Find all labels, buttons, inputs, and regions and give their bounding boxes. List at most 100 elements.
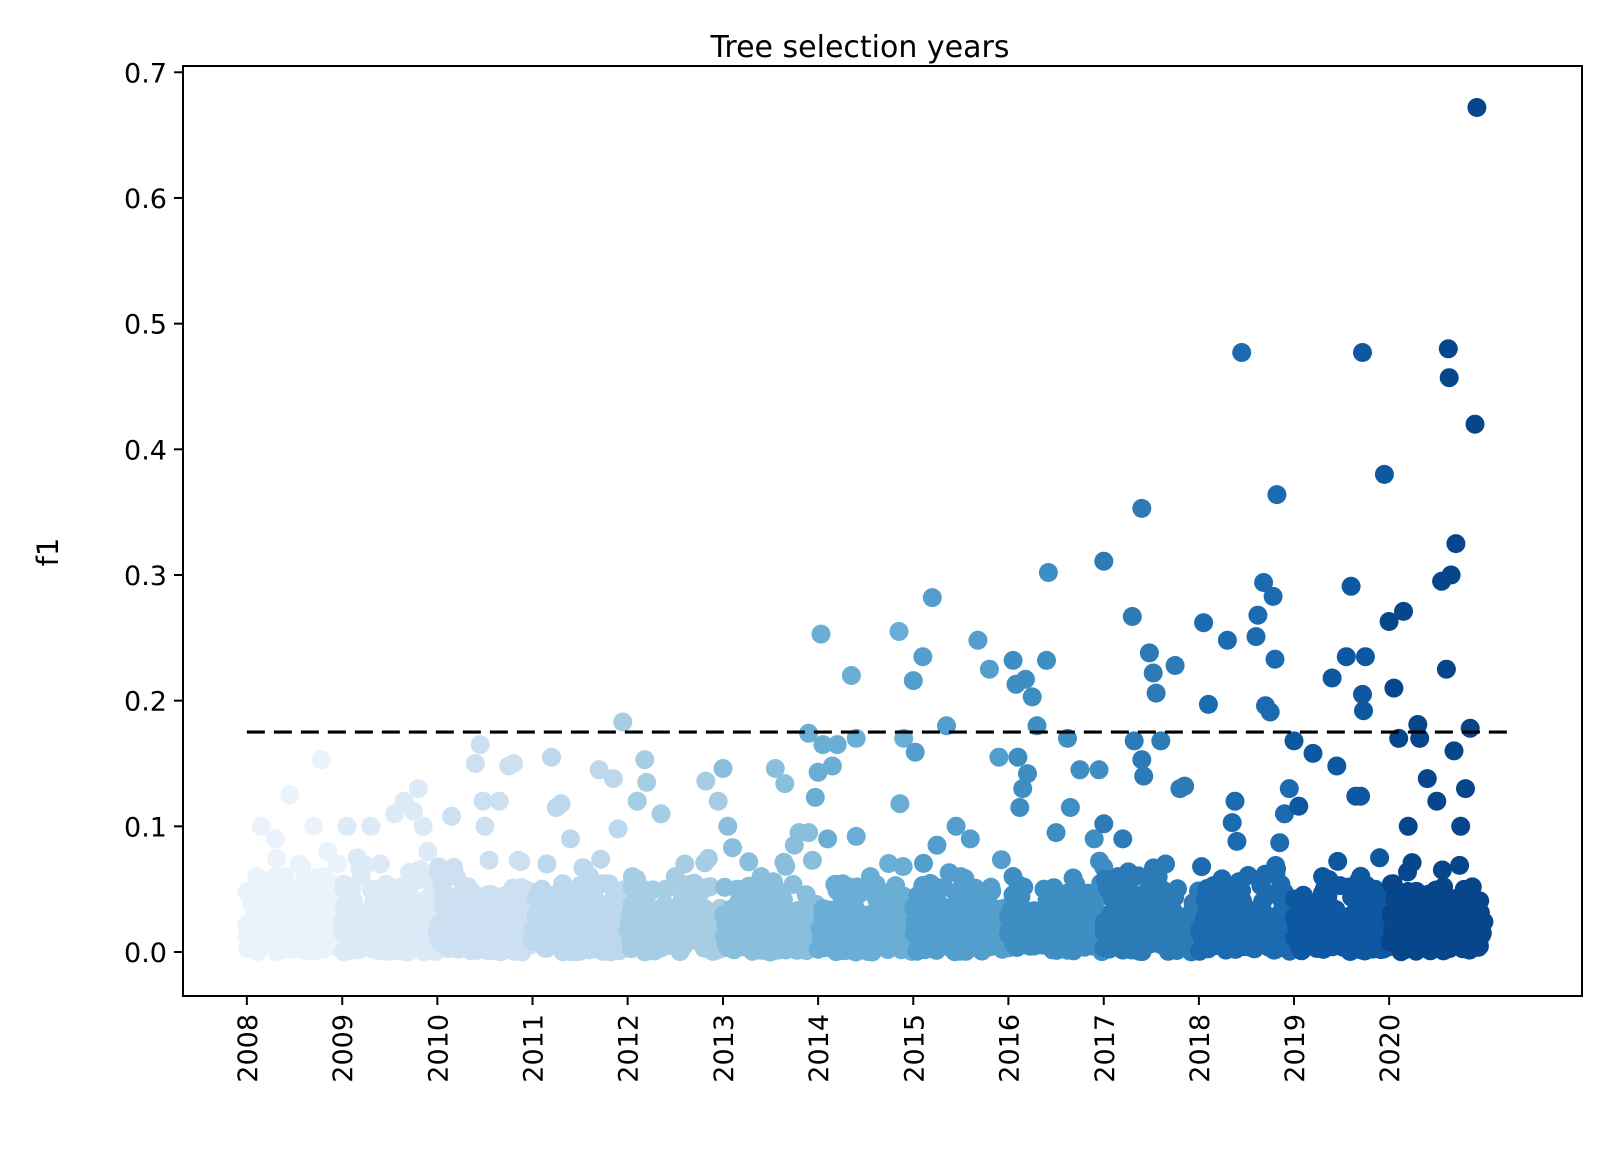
data-point <box>504 754 523 773</box>
base-point <box>267 848 287 868</box>
data-point <box>808 762 828 782</box>
data-point <box>1467 98 1487 117</box>
data-point <box>1379 612 1399 631</box>
data-point <box>1248 605 1268 625</box>
data-point <box>311 750 331 770</box>
base-point <box>505 910 525 930</box>
data-point <box>1198 694 1218 714</box>
base-point <box>1448 936 1468 956</box>
data-point <box>1417 769 1437 789</box>
series-2010 <box>428 735 542 962</box>
data-point <box>251 816 271 836</box>
data-point <box>266 867 285 887</box>
axes-layer: 0.0 0.1 0.2 0.3 0.4 0.5 0.6 0.7 2008 2009 2010 2011… <box>124 58 1583 1083</box>
data-point <box>266 829 285 849</box>
base-point <box>336 899 355 919</box>
data-point <box>589 760 609 780</box>
chart-title: Tree selection years <box>710 30 1010 65</box>
data-point <box>1122 607 1142 626</box>
plot-points <box>237 98 1494 962</box>
base-point <box>1350 913 1370 933</box>
data-point <box>442 806 462 826</box>
base-point <box>956 884 976 904</box>
y-tick-label: 0.3 <box>124 561 167 592</box>
base-point <box>1330 876 1350 896</box>
data-point <box>1465 414 1485 434</box>
data-point <box>473 791 493 811</box>
data-point <box>890 794 910 814</box>
data-point <box>404 801 424 821</box>
base-point <box>1361 932 1381 952</box>
data-point <box>1222 813 1242 833</box>
data-point <box>1132 498 1152 518</box>
data-point <box>979 659 999 679</box>
base-point <box>1024 936 1044 956</box>
data-point <box>1270 833 1290 853</box>
base-point <box>1255 864 1275 884</box>
data-point <box>370 854 390 874</box>
base-point <box>473 931 493 951</box>
base-point <box>674 906 694 926</box>
data-point <box>1263 586 1283 606</box>
data-point <box>1146 683 1166 703</box>
data-point <box>1398 816 1418 836</box>
base-point <box>504 941 524 961</box>
data-point <box>841 666 861 685</box>
data-point <box>751 867 771 887</box>
data-point <box>366 904 385 924</box>
data-point <box>627 791 647 811</box>
data-point <box>494 898 514 918</box>
base-point <box>931 910 951 930</box>
data-point <box>805 787 825 807</box>
data-point <box>1370 848 1390 868</box>
data-point <box>1084 829 1104 849</box>
data-point <box>822 756 842 776</box>
base-point <box>1244 919 1264 938</box>
base-point <box>1034 879 1054 899</box>
base-point <box>1074 937 1094 957</box>
base-point <box>437 885 457 905</box>
base-point <box>1081 885 1101 905</box>
base-point <box>1191 917 1211 937</box>
base-point <box>1163 930 1183 950</box>
y-tick-label: 0.6 <box>124 184 167 215</box>
data-point <box>1303 743 1323 763</box>
base-point <box>1402 853 1422 873</box>
data-point <box>1354 701 1373 721</box>
base-point <box>1292 940 1312 960</box>
data-point <box>1217 630 1237 650</box>
data-point <box>675 854 695 874</box>
y-tick-label: 0.1 <box>124 812 167 843</box>
data-point <box>456 879 476 899</box>
data-point <box>1018 764 1037 784</box>
data-point <box>1341 576 1361 596</box>
base-point <box>1351 899 1371 919</box>
base-point <box>291 933 311 953</box>
data-point <box>1165 656 1185 675</box>
base-point <box>1422 930 1442 950</box>
base-point <box>1192 857 1212 877</box>
data-point <box>775 774 795 794</box>
base-point <box>1406 881 1426 901</box>
x-tick-label: 2018 <box>1185 1014 1216 1083</box>
data-point <box>1094 814 1114 834</box>
data-point <box>727 879 747 899</box>
base-point <box>796 910 816 930</box>
base-point <box>914 853 933 873</box>
data-point <box>946 816 966 836</box>
base-point <box>781 938 801 958</box>
data-point <box>1108 867 1128 887</box>
base-point <box>1216 940 1236 960</box>
base-point <box>1090 851 1109 871</box>
base-point <box>1229 872 1249 892</box>
data-point <box>489 791 509 811</box>
base-point <box>563 915 583 935</box>
base-point <box>401 914 421 934</box>
data-point <box>1353 684 1372 704</box>
base-point <box>1269 938 1289 958</box>
base-point <box>1349 871 1369 891</box>
data-point <box>1444 741 1464 761</box>
x-tick-label: 2016 <box>994 1014 1025 1083</box>
data-point <box>313 867 333 887</box>
